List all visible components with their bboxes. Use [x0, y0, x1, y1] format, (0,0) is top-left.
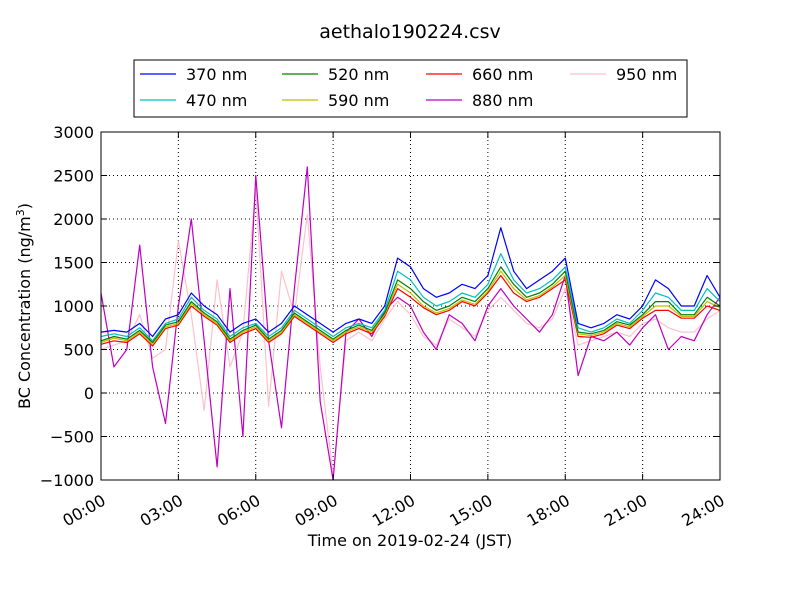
legend: 370 nm 470 nm 520 nm 590 nm 660 nm 880 nm 950 …: [133, 59, 688, 118]
series-line-880-nm: [100, 166, 721, 481]
y-tick-label: −500: [50, 428, 94, 447]
y-tick-label: −1000: [40, 471, 94, 490]
legend-label: 370 nm: [186, 65, 247, 84]
series-lines: [100, 166, 721, 481]
y-tick-label: 2500: [53, 167, 94, 186]
legend-label: 590 nm: [328, 91, 389, 110]
x-tick-label: 21:00: [601, 491, 650, 531]
legend-label: 950 nm: [616, 65, 677, 84]
legend-label: 470 nm: [186, 91, 247, 110]
series-line-520-nm: [100, 266, 721, 344]
series-line-660-nm: [100, 274, 721, 347]
y-tick-label: 2000: [53, 210, 94, 229]
series-line-590-nm: [100, 270, 721, 345]
x-tick-label: 15:00: [446, 491, 495, 531]
series-line-370-nm: [100, 227, 721, 338]
x-tick-label: 03:00: [137, 491, 186, 531]
chart-title: aethalo190224.csv: [319, 21, 501, 43]
y-tick-label: 3000: [53, 123, 94, 142]
legend-label: 520 nm: [328, 65, 389, 84]
x-tick-label: 00:00: [59, 491, 108, 531]
series-line-470-nm: [100, 253, 721, 342]
y-tick-label: 500: [63, 341, 94, 360]
y-tick-label: 0: [84, 384, 94, 403]
x-tick-label: 09:00: [291, 491, 340, 531]
legend-box: [133, 59, 688, 118]
legend-label: 880 nm: [472, 91, 533, 110]
x-tick-label: 24:00: [678, 491, 727, 531]
y-axis-label: BC Concentration (ng/m3): [14, 203, 34, 409]
y-tick-label: 1000: [53, 297, 94, 316]
legend-label: 660 nm: [472, 65, 533, 84]
y-tick-label: 1500: [53, 254, 94, 273]
x-tick-label: 06:00: [214, 491, 263, 531]
x-tick-label: 12:00: [369, 491, 418, 531]
x-axis-label: Time on 2019-02-24 (JST): [307, 531, 512, 550]
x-tick-label: 18:00: [524, 491, 573, 531]
